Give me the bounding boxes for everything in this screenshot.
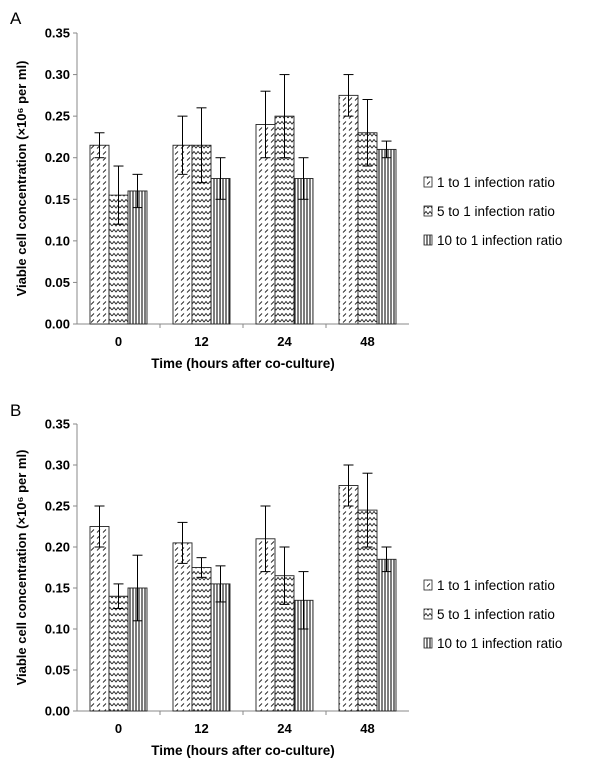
y-tick-label: 0.30 [45,458,70,473]
bar-3 [293,178,314,325]
y-tick-label: 0.30 [45,67,70,82]
bar-1 [338,94,359,325]
legend-label: 5 to 1 infection ratio [437,607,555,622]
y-axis-title: Viable cell concentration (×10⁶ per ml) [14,450,29,686]
panel-label: B [10,401,21,420]
bar-1 [89,144,110,325]
legend-label: 10 to 1 infection ratio [437,233,562,248]
bar-3 [376,558,397,712]
y-tick-label: 0.00 [45,704,70,719]
legend-label: 5 to 1 infection ratio [437,204,555,219]
y-tick-label: 0.05 [45,275,70,290]
bar-3 [210,583,231,712]
y-tick-label: 0.15 [45,192,70,207]
bar-1 [338,485,359,712]
legend-swatch [423,608,433,620]
bar-2 [108,595,129,712]
legend-swatch [423,234,433,246]
y-tick-label: 0.25 [45,109,70,124]
bar-3 [376,148,397,325]
y-tick-label: 0.15 [45,581,70,596]
panel-label: A [10,9,22,28]
bar-3 [127,190,148,325]
legend-label: 1 to 1 infection ratio [437,175,555,190]
legend-label: 10 to 1 infection ratio [437,636,562,651]
y-tick-label: 0.00 [45,317,70,332]
y-tick-label: 0.20 [45,150,70,165]
legend-swatch [423,637,433,649]
y-tick-label: 0.20 [45,540,70,555]
legend-swatch [423,176,433,188]
x-tick-label: 0 [115,334,122,349]
bar-1 [89,526,110,712]
x-axis-title: Time (hours after co-culture) [151,356,335,371]
y-tick-label: 0.25 [45,499,70,514]
chart-panel-a: A 0.00 0.05 0.10 0.15 0.20 0.25 0.30 0.35 Viable … [10,9,562,371]
x-tick-label: 12 [194,334,208,349]
legend-swatch [423,579,433,591]
x-tick-label: 24 [277,334,292,349]
x-tick-label: 24 [277,721,292,736]
y-tick-label: 0.10 [45,622,70,637]
x-tick-label: 48 [360,721,374,736]
x-tick-label: 0 [115,721,122,736]
x-tick-label: 48 [360,334,374,349]
chart-panel-b: B 0.00 0.05 0.10 0.15 0.20 0.25 0.30 0.35 Viable … [10,401,562,758]
legend-swatch [423,205,433,217]
y-axis-title: Viable cell concentration (×10⁶ per ml) [14,61,29,297]
bar-1 [172,542,193,712]
x-tick-label: 12 [194,721,208,736]
bar-3 [210,178,231,325]
legend-label: 1 to 1 infection ratio [437,578,555,593]
y-tick-label: 0.35 [45,417,70,432]
y-tick-label: 0.10 [45,233,70,248]
y-tick-label: 0.05 [45,663,70,678]
y-tick-label: 0.35 [45,26,70,41]
bar-2 [191,567,212,712]
x-axis-title: Time (hours after co-culture) [151,743,335,758]
